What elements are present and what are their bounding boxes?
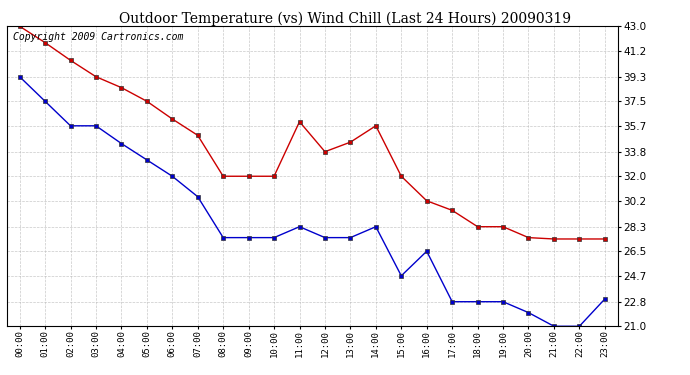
Text: Outdoor Temperature (vs) Wind Chill (Last 24 Hours) 20090319: Outdoor Temperature (vs) Wind Chill (Las… bbox=[119, 11, 571, 26]
Text: Copyright 2009 Cartronics.com: Copyright 2009 Cartronics.com bbox=[13, 32, 184, 42]
